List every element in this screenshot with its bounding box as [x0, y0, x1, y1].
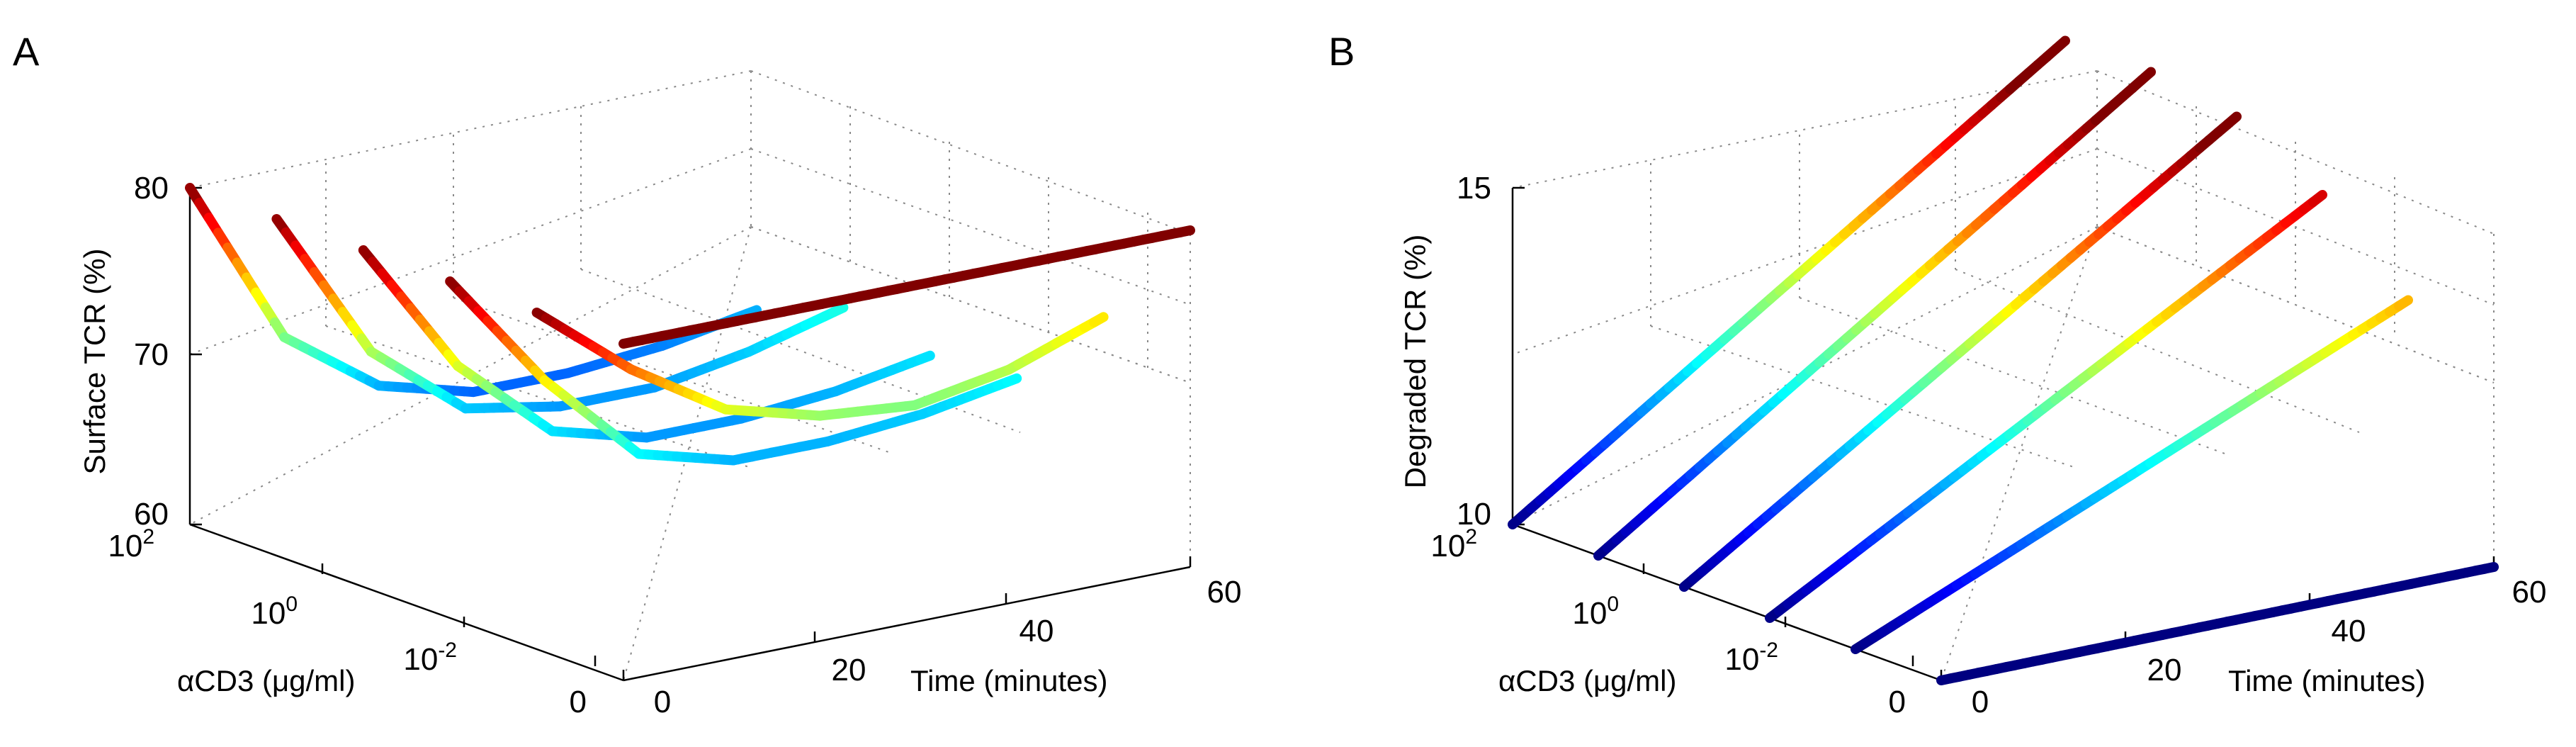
z-tick: 10 — [1457, 497, 1491, 532]
series-line — [1593, 67, 2156, 561]
series-segment — [742, 305, 762, 319]
x-ticks-b: 0 20 40 60 — [1972, 575, 2547, 719]
x-ticks-a: 0 20 40 60 — [654, 575, 1242, 719]
series-segment — [1175, 225, 1195, 237]
panel-b: B 15 10 102 100 10-2 0 0 20 40 — [1328, 29, 2546, 719]
series-line — [531, 308, 1109, 421]
dose-tick: 10-2 — [1724, 639, 1778, 677]
series-segment — [1002, 373, 1022, 387]
z-tick: 60 — [134, 497, 169, 532]
dose-axis-label-a: αCD3 (μg/ml) — [177, 664, 356, 697]
z-axis-label-a: Surface TCR (%) — [78, 249, 111, 475]
dose-axis-a — [189, 523, 624, 682]
series-line — [1508, 35, 2070, 529]
series-line — [1851, 295, 2413, 654]
dose-tick: 102 — [1430, 525, 1477, 563]
series-segment — [2051, 35, 2070, 54]
y-ticks-b: 102 100 10-2 0 — [1430, 525, 1906, 719]
z-tick: 15 — [1457, 171, 1491, 206]
dose-tick: 100 — [251, 592, 298, 631]
time-tick: 40 — [2332, 614, 2366, 648]
series-segment — [2137, 67, 2156, 85]
time-axis-label-b: Time (minutes) — [2228, 664, 2425, 697]
panel-letter-b: B — [1328, 29, 1355, 74]
time-tick: 40 — [1019, 614, 1054, 648]
dose-tick: 0 — [1889, 685, 1906, 719]
dose-axis-label-b: αCD3 (μg/ml) — [1498, 664, 1677, 697]
y-ticks-a: 102 100 10-2 0 — [108, 525, 587, 719]
panel-a: A 80 70 60 102 100 10-2 0 — [13, 29, 1241, 719]
time-tick: 60 — [1207, 575, 1242, 610]
time-tick: 0 — [654, 685, 671, 719]
grid-b — [1512, 70, 2495, 681]
dose-tick: 0 — [570, 685, 587, 719]
panel-letter-a: A — [13, 29, 40, 74]
series-line — [618, 225, 1195, 349]
time-axis-label-a: Time (minutes) — [910, 664, 1107, 697]
dose-axis-b — [1512, 523, 1942, 682]
series-group-a — [185, 183, 1195, 466]
series-segment — [2222, 111, 2242, 130]
time-tick: 60 — [2512, 575, 2547, 610]
series-segment — [2308, 190, 2327, 207]
dose-tick: 10-2 — [403, 639, 457, 677]
time-tick: 0 — [1972, 685, 1989, 719]
dose-tick: 102 — [108, 525, 154, 563]
z-ticks-b: 15 10 — [1457, 171, 1491, 532]
series-line — [1936, 562, 2499, 685]
series-segment — [2480, 562, 2499, 574]
series-segment — [829, 303, 849, 318]
series-group-b — [1508, 35, 2499, 685]
time-tick: 20 — [2147, 653, 2182, 687]
time-axis-a — [623, 566, 1191, 682]
series-line — [1679, 111, 2242, 592]
time-tick: 20 — [832, 653, 866, 687]
series-line — [445, 276, 1022, 466]
z-axis-label-b: Degraded TCR (%) — [1399, 235, 1432, 489]
z-tick: 70 — [134, 337, 169, 372]
series-segment — [915, 350, 935, 364]
series-segment — [2394, 295, 2413, 311]
series-line — [1765, 190, 2327, 623]
z-ticks-a: 80 70 60 — [134, 171, 169, 532]
z-tick: 80 — [134, 171, 169, 206]
dose-tick: 100 — [1572, 592, 1619, 631]
series-segment — [1089, 312, 1109, 327]
